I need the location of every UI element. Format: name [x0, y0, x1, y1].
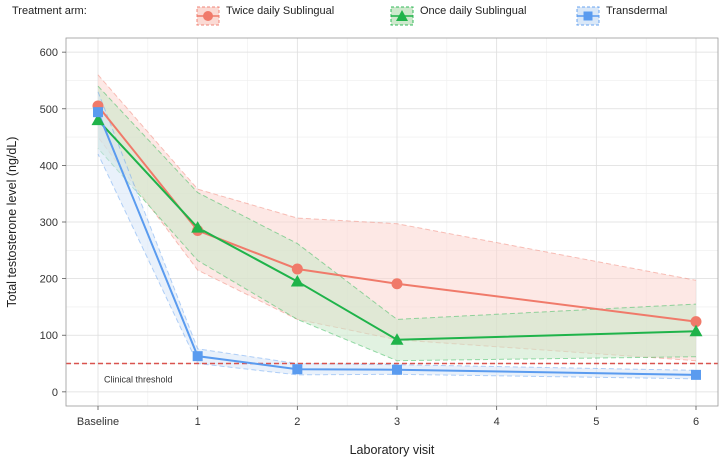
legend-key-triangle-icon: [390, 6, 414, 26]
data-point: [191, 221, 205, 233]
threshold-label: Clinical threshold: [104, 375, 173, 385]
legend-key-circle-icon: [196, 6, 220, 26]
data-point: [292, 364, 303, 375]
legend: Treatment arm: Twice daily Sublingual On…: [0, 0, 727, 26]
legend-key-square-icon: [576, 6, 600, 26]
y-tick-label: 100: [40, 330, 58, 342]
legend-title: Treatment arm:: [12, 5, 87, 17]
data-point: [690, 316, 702, 328]
clinical-threshold: Clinical threshold: [66, 362, 718, 385]
x-tick-label: 5: [593, 416, 599, 428]
band-lower-edge: [97, 153, 697, 380]
x-tick-label: Baseline: [77, 416, 119, 428]
data-point: [691, 369, 701, 380]
band-upper-edge: [97, 85, 697, 320]
band-upper-edge: [97, 91, 697, 371]
data-point: [291, 263, 303, 275]
x-axis-title: Laboratory visit: [350, 443, 435, 457]
y-axis-ticks: 0 100 200 300 400 500 600: [40, 47, 66, 399]
data-point: [91, 113, 105, 126]
y-tick-label: 0: [52, 387, 58, 399]
data-point: [390, 333, 404, 345]
y-tick-label: 600: [40, 47, 58, 59]
x-tick-label: 1: [195, 416, 201, 428]
x-tick-label: 4: [494, 416, 500, 428]
y-tick-label: 300: [40, 217, 58, 229]
x-tick-label: 3: [394, 416, 400, 428]
x-tick-label: 6: [693, 416, 699, 428]
y-tick-label: 200: [40, 274, 58, 286]
data-point: [93, 107, 103, 118]
x-tick-label: 2: [294, 416, 300, 428]
y-axis-title: Total testosterone level (ng/dL): [5, 137, 19, 308]
band-lower-edge: [97, 148, 697, 362]
legend-label-transdermal: Transdermal: [606, 5, 668, 17]
x-axis-ticks: Baseline 1 2 3 4 5 6: [77, 406, 699, 428]
legend-label-twice-daily: Twice daily Sublingual: [226, 5, 335, 17]
data-point: [689, 324, 703, 337]
y-tick-label: 400: [40, 160, 58, 172]
band-upper-edge: [97, 74, 697, 281]
series-markers: [91, 100, 703, 380]
data-point: [290, 274, 304, 287]
data-point: [392, 364, 402, 375]
data-point: [391, 278, 403, 290]
y-tick-label: 500: [40, 104, 58, 116]
data-point: [192, 351, 203, 362]
legend-label-once-daily: Once daily Sublingual: [420, 5, 527, 17]
